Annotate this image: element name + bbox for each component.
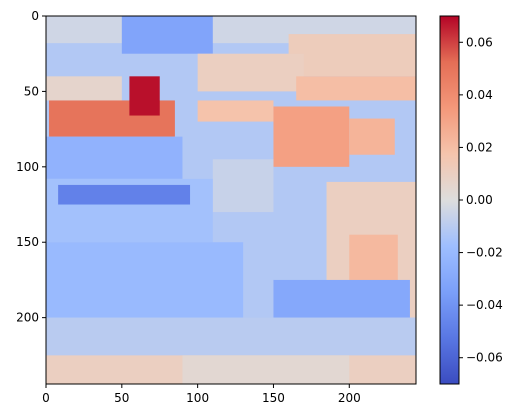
heatmap-region [46,317,416,356]
y-tick-label: 150 [16,235,39,249]
colorbar-tick-label: 0.06 [466,35,493,49]
heatmap-region [182,355,350,384]
heatmap-region [129,76,160,116]
y-tick-label: 200 [16,311,39,325]
heatmap-region [288,34,416,77]
heatmap-region [46,136,183,179]
y-tick-label: 100 [16,160,39,174]
heatmap-region [273,106,350,167]
heatmap-region [197,53,304,92]
plot-frame [45,15,417,385]
heatmap-region [296,76,416,101]
heatmap-region [58,184,191,205]
heatmap-region [46,242,244,318]
heatmap-cells [46,16,416,384]
colorbar-tick-label: −0.02 [466,246,503,260]
x-tick-label: 50 [114,391,129,405]
heatmap-region [273,279,410,318]
y-axis: 0 50 100 150 200 [16,9,46,325]
colorbar-tick-label: 0.02 [466,140,493,154]
y-tick-label: 0 [31,9,39,23]
heatmap-region [46,76,122,101]
colorbar-tick-label: 0.04 [466,88,493,102]
heatmap-region [121,16,213,54]
x-axis: 0 50 100 150 200 [42,384,361,405]
x-tick-label: 200 [338,391,361,405]
x-tick-label: 150 [262,391,285,405]
x-tick-label: 0 [42,391,50,405]
heatmap-region [212,159,274,213]
colorbar [440,16,459,384]
colorbar-tick-label: −0.06 [466,351,503,365]
colorbar-axis: 0.06 0.04 0.02 0.00 −0.02 −0.04 −0.06 [459,35,503,365]
x-tick-label: 100 [186,391,209,405]
heatmap-region [197,100,274,122]
colorbar-tick-label: −0.04 [466,298,503,312]
heatmap-region [349,118,395,155]
colorbar-tick-label: 0.00 [466,193,493,207]
y-tick-label: 50 [24,84,39,98]
